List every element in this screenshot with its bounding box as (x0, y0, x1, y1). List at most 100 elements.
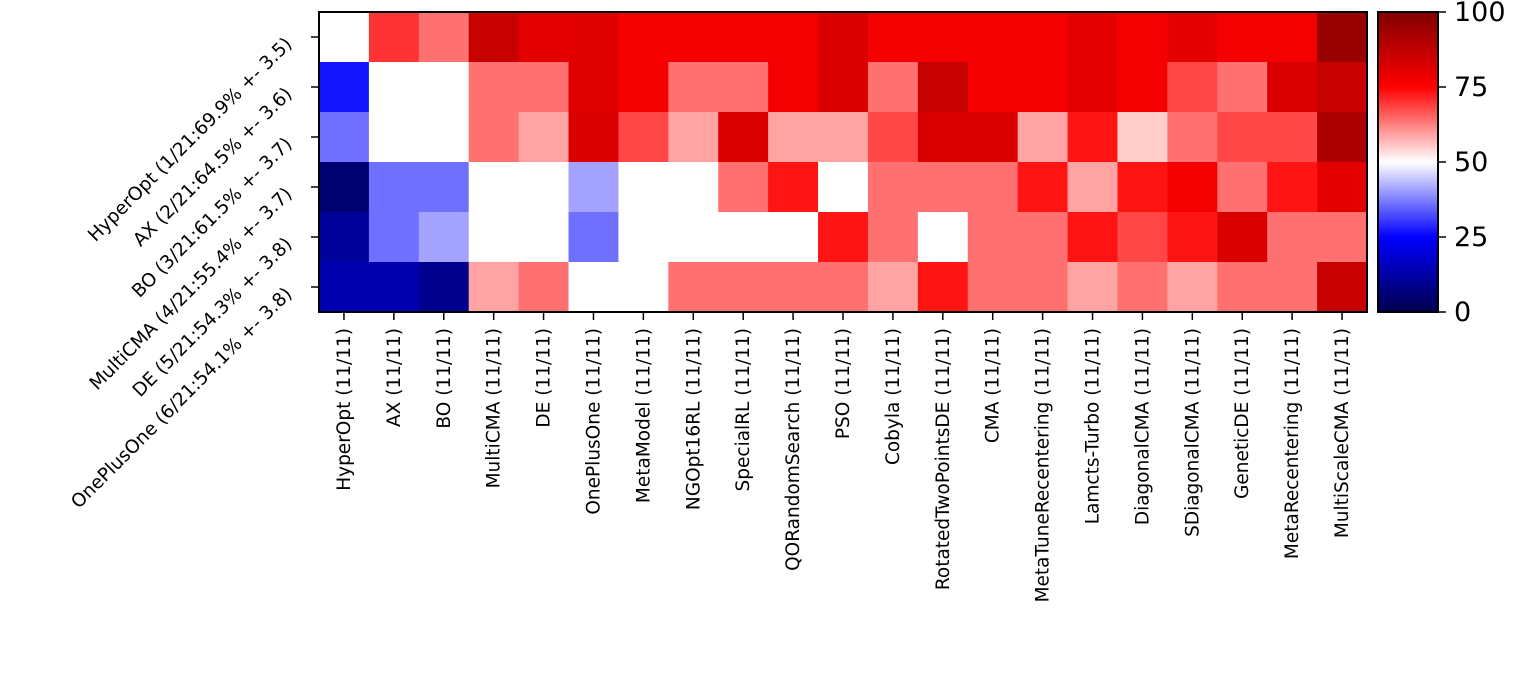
heatmap-cell (368, 262, 420, 313)
column-label: OnePlusOne (11/11) (583, 328, 604, 515)
heatmap-cell (668, 112, 719, 163)
heatmap-cell (518, 62, 570, 113)
heatmap-cell (1017, 262, 1069, 313)
heatmap-cell (917, 12, 969, 63)
heatmap-cell (768, 12, 819, 63)
heatmap-cell (1217, 12, 1268, 63)
heatmap-cell (1317, 212, 1368, 263)
heatmap-cell (468, 12, 520, 63)
heatmap-cell (418, 262, 470, 313)
heatmap-cell (867, 12, 919, 63)
heatmap-cell (1017, 162, 1069, 213)
heatmap-cell (967, 112, 1019, 163)
heatmap-cell (1317, 262, 1368, 313)
heatmap-cell (468, 212, 520, 263)
heatmap-cell (818, 162, 869, 213)
heatmap-cell (1167, 262, 1218, 313)
heatmap-cell (768, 162, 819, 213)
heatmap-cell (319, 112, 370, 163)
column-label: BO (11/11) (434, 328, 455, 429)
column-label: SpecialRL (11/11) (733, 328, 754, 491)
heatmap-cell (618, 62, 669, 113)
heatmap-cell (967, 12, 1019, 63)
heatmap-cell (668, 262, 719, 313)
heatmap-cell (668, 12, 719, 63)
heatmap-cell (319, 262, 370, 313)
heatmap-cell (1117, 12, 1168, 63)
heatmap-cell (1117, 162, 1168, 213)
heatmap-cell (1117, 62, 1168, 113)
column-label: MetaTuneRecentering (11/11) (1033, 328, 1054, 602)
heatmap-cell (867, 262, 919, 313)
heatmap-cell (618, 112, 669, 163)
column-label: MetaRecentering (11/11) (1282, 328, 1303, 559)
heatmap-cell (468, 62, 520, 113)
heatmap-cell (1117, 212, 1168, 263)
heatmap-cell (1067, 262, 1119, 313)
heatmap-cell (1167, 112, 1218, 163)
heatmap-cell (718, 12, 769, 63)
colorbar-tick-label: 50 (1454, 147, 1488, 178)
heatmap-cell (418, 12, 470, 63)
heatmap-cell (818, 212, 869, 263)
heatmap-cell (468, 262, 520, 313)
heatmap-cell (368, 212, 420, 263)
heatmap-cell (1317, 12, 1368, 63)
heatmap-cell (867, 62, 919, 113)
column-label: DiagonalCMA (11/11) (1132, 328, 1153, 525)
heatmap-cells (319, 12, 1368, 313)
heatmap-cell (1167, 162, 1218, 213)
column-label: MultiCMA (11/11) (484, 328, 505, 488)
column-label: Lamcts-Turbo (11/11) (1083, 328, 1104, 524)
heatmap-cell (1217, 62, 1268, 113)
heatmap-cell (967, 62, 1019, 113)
heatmap-cell (319, 212, 370, 263)
heatmap-cell (368, 12, 420, 63)
heatmap-cell (818, 112, 869, 163)
heatmap-cell (518, 12, 570, 63)
colorbar-tick-label: 25 (1454, 222, 1488, 253)
colorbar-gradient (1377, 11, 1439, 313)
heatmap-cell (618, 162, 669, 213)
heatmap-cell (368, 162, 420, 213)
heatmap-cell (1217, 112, 1268, 163)
column-axis: HyperOpt (11/11) AX (11/11) BO (11/11) Mult… (334, 312, 1353, 602)
heatmap-cell (368, 112, 420, 163)
heatmap-cell (718, 212, 769, 263)
column-label: MetaModel (11/11) (633, 328, 654, 503)
heatmap-cell (319, 162, 370, 213)
heatmap-cell (568, 12, 620, 63)
column-label: DE (11/11) (534, 328, 555, 428)
column-label: SDiagonalCMA (11/11) (1182, 328, 1203, 537)
heatmap-cell (468, 162, 520, 213)
row-label: OnePlusOne (6/21:54.1% +- 3.8) (67, 284, 296, 513)
column-label: HyperOpt (11/11) (334, 328, 355, 491)
heatmap-cell (768, 212, 819, 263)
heatmap-cell (917, 62, 969, 113)
column-label: CMA (11/11) (983, 328, 1004, 443)
heatmap-cell (967, 262, 1019, 313)
heatmap-cell (618, 212, 669, 263)
heatmap-cell (1317, 162, 1368, 213)
heatmap-cell (867, 212, 919, 263)
heatmap-cell (768, 62, 819, 113)
heatmap-cell (418, 112, 470, 163)
heatmap-cell (1267, 12, 1318, 63)
heatmap-cell (618, 262, 669, 313)
colorbar-ticks: 0 25 50 75 100 (1438, 0, 1506, 328)
heatmap-cell (818, 262, 869, 313)
heatmap-cell (518, 212, 570, 263)
column-label: GeneticDE (11/11) (1232, 328, 1253, 499)
heatmap-cell (1167, 12, 1218, 63)
heatmap-cell (1017, 12, 1069, 63)
heatmap-cell (1217, 262, 1268, 313)
heatmap-cell (1317, 112, 1368, 163)
heatmap-cell (618, 12, 669, 63)
heatmap-cell (1017, 112, 1069, 163)
heatmap-cell (1067, 62, 1119, 113)
heatmap-cell (568, 112, 620, 163)
heatmap-cell (568, 212, 620, 263)
heatmap-cell (917, 112, 969, 163)
colorbar: 0 25 50 75 100 (1377, 0, 1506, 328)
